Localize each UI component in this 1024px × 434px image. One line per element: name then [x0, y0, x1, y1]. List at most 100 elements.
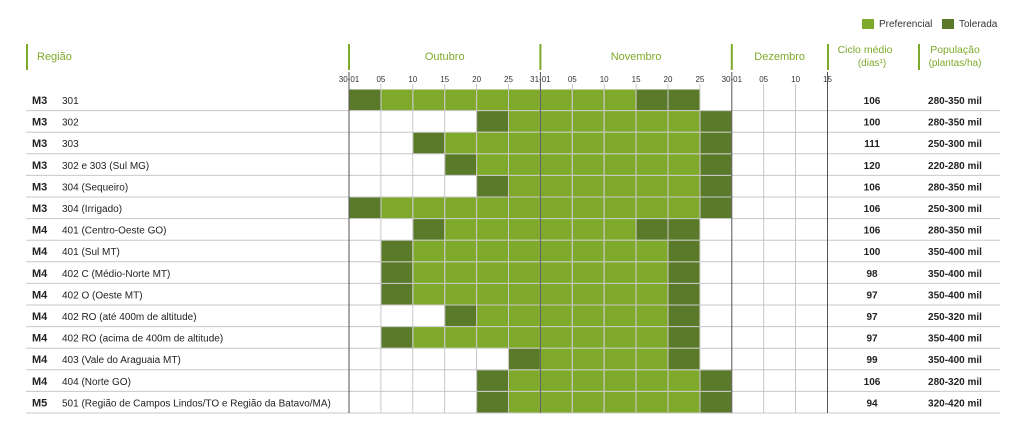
- population-value: 250-320 mil: [928, 312, 982, 323]
- month-label-novembro: Novembro: [611, 51, 662, 63]
- cell-preferred: [413, 197, 445, 219]
- macro-label: M5: [32, 397, 47, 409]
- cell-preferred: [604, 283, 636, 305]
- cell-preferred: [540, 327, 572, 348]
- cell-preferred: [445, 197, 477, 219]
- cell-preferred: [668, 175, 700, 197]
- population-value: 350-400 mil: [928, 334, 982, 345]
- cell-preferred: [413, 240, 445, 262]
- cell-preferred: [572, 348, 604, 370]
- cell-tolerated: [668, 219, 700, 240]
- cell-preferred: [668, 370, 700, 391]
- population-value: 280-350 mil: [928, 96, 982, 107]
- population-value: 250-300 mil: [928, 139, 982, 150]
- cell-preferred: [636, 391, 668, 413]
- macro-label: M3: [32, 95, 47, 107]
- day-tick-label: 25: [504, 75, 513, 84]
- cell-tolerated: [413, 219, 445, 240]
- cycle-value: 100: [864, 118, 881, 129]
- cell-preferred: [540, 283, 572, 305]
- population-value: 250-300 mil: [928, 204, 982, 215]
- cell-preferred: [572, 154, 604, 175]
- population-value: 350-400 mil: [928, 290, 982, 301]
- cell-preferred: [636, 283, 668, 305]
- region-label: 401 (Centro-Oeste GO): [62, 226, 166, 237]
- cycle-header-title: Ciclo médio: [838, 44, 893, 56]
- cell-tolerated: [668, 262, 700, 283]
- macro-label: M3: [32, 117, 47, 129]
- cycle-header-bar: [827, 44, 829, 70]
- cell-tolerated: [477, 391, 508, 413]
- cell-preferred: [509, 89, 540, 111]
- macro-label: M4: [32, 289, 48, 301]
- cell-preferred: [540, 197, 572, 219]
- cell-tolerated: [700, 154, 732, 175]
- cycle-header-unit: (dias¹): [858, 58, 886, 69]
- legend-tolerated-label: Tolerada: [959, 18, 998, 30]
- population-header-unit: (plantas/ha): [929, 58, 982, 69]
- region-label: 402 RO (até 400m de altitude): [62, 312, 197, 323]
- cell-preferred: [540, 348, 572, 370]
- cycle-value: 99: [866, 355, 878, 366]
- cell-tolerated: [445, 305, 477, 327]
- cell-preferred: [540, 240, 572, 262]
- cycle-value: 106: [864, 377, 881, 388]
- macro-label: M4: [32, 268, 48, 280]
- cell-preferred: [604, 175, 636, 197]
- macro-label: M4: [32, 354, 48, 366]
- macro-label: M3: [32, 181, 47, 193]
- cell-preferred: [540, 219, 572, 240]
- macro-label: M4: [32, 246, 48, 258]
- month-label-dezembro: Dezembro: [754, 51, 805, 63]
- cell-preferred: [604, 219, 636, 240]
- cell-preferred: [477, 262, 508, 283]
- cell-preferred: [636, 154, 668, 175]
- population-value: 280-320 mil: [928, 377, 982, 388]
- day-tick-label: 20: [664, 75, 673, 84]
- region-label: 403 (Vale do Araguaia MT): [62, 355, 181, 366]
- cell-preferred: [636, 240, 668, 262]
- cycle-value: 97: [866, 290, 878, 301]
- cell-tolerated: [349, 89, 381, 111]
- cell-preferred: [445, 240, 477, 262]
- cell-tolerated: [668, 89, 700, 111]
- cell-preferred: [636, 327, 668, 348]
- cell-tolerated: [445, 154, 477, 175]
- legend-preferred-label: Preferencial: [879, 18, 933, 30]
- cell-preferred: [381, 197, 413, 219]
- population-header-title: População: [930, 44, 980, 56]
- cell-preferred: [572, 111, 604, 132]
- region-label: 302 e 303 (Sul MG): [62, 161, 149, 172]
- cell-preferred: [604, 327, 636, 348]
- region-label: 301: [62, 96, 79, 107]
- cycle-value: 106: [864, 226, 881, 237]
- cell-preferred: [572, 132, 604, 154]
- cell-tolerated: [381, 240, 413, 262]
- region-header: Região: [37, 51, 72, 63]
- population-value: 320-420 mil: [928, 398, 982, 409]
- cell-preferred: [477, 219, 508, 240]
- cycle-value: 111: [864, 139, 880, 150]
- cell-preferred: [572, 240, 604, 262]
- cell-preferred: [381, 89, 413, 111]
- cell-preferred: [477, 132, 508, 154]
- cell-preferred: [604, 262, 636, 283]
- cell-preferred: [477, 283, 508, 305]
- region-label: 304 (Sequeiro): [62, 182, 128, 193]
- population-value: 280-350 mil: [928, 182, 982, 193]
- cell-preferred: [477, 197, 508, 219]
- cell-preferred: [413, 262, 445, 283]
- cell-preferred: [604, 391, 636, 413]
- day-tick-label: 05: [376, 75, 385, 84]
- region-label: 302: [62, 118, 79, 129]
- cell-preferred: [604, 132, 636, 154]
- cell-preferred: [540, 305, 572, 327]
- cell-preferred: [540, 391, 572, 413]
- cell-tolerated: [636, 219, 668, 240]
- cell-preferred: [509, 132, 540, 154]
- day-tick-label: 15: [440, 75, 449, 84]
- cell-tolerated: [668, 283, 700, 305]
- cell-preferred: [445, 132, 477, 154]
- cell-tolerated: [668, 348, 700, 370]
